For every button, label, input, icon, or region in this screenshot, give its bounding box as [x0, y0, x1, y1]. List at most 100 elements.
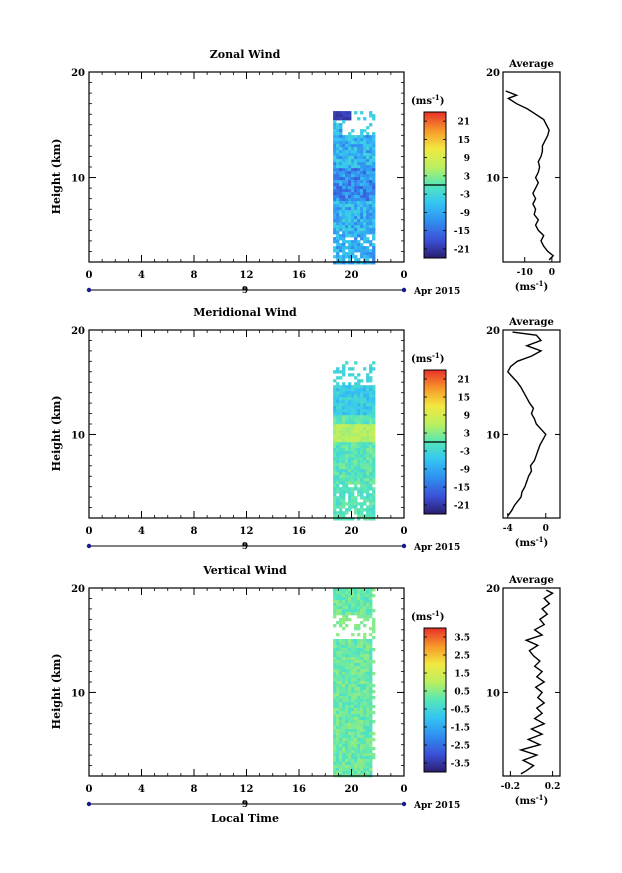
heatmap-cell	[357, 702, 361, 706]
heatmap-cell	[363, 729, 367, 733]
heatmap-cell	[363, 475, 367, 479]
heatmap-cell	[342, 189, 346, 193]
heatmap-cell	[360, 463, 364, 467]
heatmap-cell	[339, 442, 343, 446]
heatmap-cell	[339, 705, 343, 709]
heatmap-cell	[336, 726, 340, 730]
heatmap-cell	[345, 723, 349, 727]
heatmap-cell	[336, 708, 340, 712]
heatmap-cell	[369, 639, 373, 643]
heatmap-cell	[339, 228, 343, 232]
heatmap-cell	[369, 642, 373, 646]
heatmap-cell	[348, 493, 352, 497]
heatmap-cell	[363, 660, 367, 664]
heatmap-cell	[363, 412, 367, 416]
heatmap-cell	[372, 433, 376, 437]
heatmap-cell	[339, 391, 343, 395]
heatmap-cell	[336, 201, 340, 205]
heatmap-cell	[363, 469, 367, 473]
heatmap-cell	[354, 237, 358, 241]
heatmap-cell	[333, 261, 337, 265]
heatmap-cell	[369, 714, 373, 718]
date-axis-day: 9	[242, 542, 248, 552]
average-profile-line	[505, 90, 555, 261]
heatmap-cell	[366, 153, 370, 157]
heatmap-cell	[366, 225, 370, 229]
heatmap-cell	[351, 225, 355, 229]
heatmap-cell	[342, 517, 346, 521]
heatmap-cell	[372, 213, 376, 217]
average-x-label-base: (ms	[515, 796, 536, 807]
heatmap-cell	[363, 466, 367, 470]
heatmap-cell	[354, 687, 358, 691]
heatmap-cell	[366, 144, 370, 148]
heatmap-cell	[357, 615, 361, 619]
heatmap-cell	[363, 490, 367, 494]
heatmap-cell	[348, 759, 352, 763]
heatmap-cell	[357, 624, 361, 628]
heatmap-cell	[348, 168, 352, 172]
heatmap-cell	[345, 741, 349, 745]
heatmap-cell	[339, 448, 343, 452]
heatmap-cell	[369, 759, 373, 763]
heatmap-cell	[333, 657, 337, 661]
heatmap-cell	[345, 469, 349, 473]
heatmap-cell	[363, 421, 367, 425]
heatmap-cell	[360, 171, 364, 175]
heatmap-cell	[348, 666, 352, 670]
heatmap-cell	[345, 454, 349, 458]
heatmap-cell	[345, 502, 349, 506]
heatmap-cell	[336, 186, 340, 190]
heatmap-cell	[363, 657, 367, 661]
heatmap-cell	[372, 448, 376, 452]
heatmap-cell	[357, 675, 361, 679]
heatmap-cell	[354, 255, 358, 259]
heatmap-cell	[342, 663, 346, 667]
heatmap-cell	[372, 261, 376, 265]
heatmap-cell	[348, 502, 352, 506]
heatmap-cell	[348, 373, 352, 377]
heatmap-cell	[354, 693, 358, 697]
colorbar-tick-label: 21	[457, 118, 470, 128]
heatmap-cell	[372, 171, 376, 175]
heatmap-cell	[363, 472, 367, 476]
heatmap-cell	[336, 678, 340, 682]
heatmap-cell	[360, 177, 364, 181]
heatmap-cell	[366, 159, 370, 163]
heatmap-cell	[345, 588, 349, 592]
heatmap-cell	[339, 249, 343, 253]
heatmap-cell	[372, 246, 376, 250]
date-axis-day: 9	[242, 800, 248, 810]
heatmap-cell	[360, 594, 364, 598]
heatmap-cell	[333, 594, 337, 598]
heatmap-cell	[366, 717, 370, 721]
heatmap-cell	[369, 726, 373, 730]
x-tick-label: 0	[86, 270, 93, 281]
heatmap-cell	[363, 397, 367, 401]
heatmap-cell	[366, 222, 370, 226]
heatmap-cell	[363, 207, 367, 211]
heatmap-cell	[372, 502, 376, 506]
heatmap-cell	[363, 204, 367, 208]
heatmap-cell	[363, 406, 367, 410]
heatmap-cell	[351, 162, 355, 166]
heatmap-cell	[369, 600, 373, 604]
heatmap-cell	[345, 198, 349, 202]
heatmap-cell	[363, 439, 367, 443]
heatmap-cell	[354, 660, 358, 664]
heatmap-cell	[339, 672, 343, 676]
heatmap-cell	[342, 609, 346, 613]
heatmap-cell	[345, 424, 349, 428]
colorbar-tick-label: 1.5	[454, 670, 470, 680]
heatmap-cell	[348, 466, 352, 470]
heatmap-cell	[348, 207, 352, 211]
colorbar-tick-label: -3	[460, 191, 470, 201]
heatmap-cell	[336, 427, 340, 431]
heatmap-cell	[348, 762, 352, 766]
heatmap-cell	[333, 135, 337, 139]
heatmap-cell	[339, 747, 343, 751]
heatmap-cell	[369, 207, 373, 211]
heatmap-cell	[366, 204, 370, 208]
heatmap-cell	[339, 651, 343, 655]
heatmap-cell	[366, 448, 370, 452]
